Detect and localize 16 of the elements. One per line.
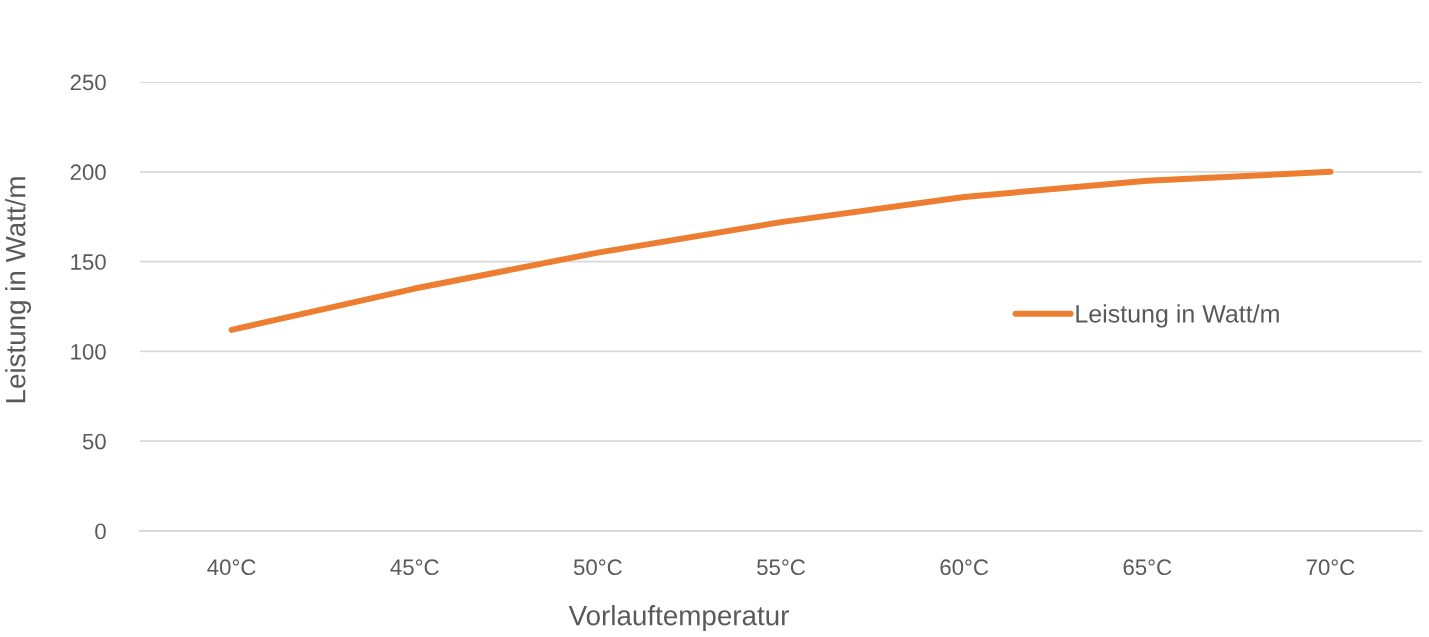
x-tick-label: 60°C [940, 559, 989, 576]
x-tick-label: 55°C [757, 559, 805, 576]
x-tick-label: 70°C [1306, 559, 1355, 576]
x-tick-label: 50°C [573, 559, 622, 576]
x-axis-title: Vorlauftemperatur [568, 605, 789, 631]
x-tick-label: 65°C [1123, 559, 1172, 576]
x-tick-label: 45°C [390, 559, 439, 576]
y-tick-label: 0 [95, 523, 106, 540]
y-tick-label: 150 [71, 254, 106, 270]
y-tick-label: 50 [82, 433, 106, 450]
y-axis-title: Leistung in Watt/m [5, 177, 31, 403]
y-tick-label: 250 [70, 74, 106, 91]
legend-label: Leistung in Watt/m [1076, 304, 1279, 328]
y-tick-label: 100 [71, 343, 106, 360]
y-tick-label: 200 [70, 164, 106, 181]
x-tick-label: 40°C [207, 559, 256, 576]
